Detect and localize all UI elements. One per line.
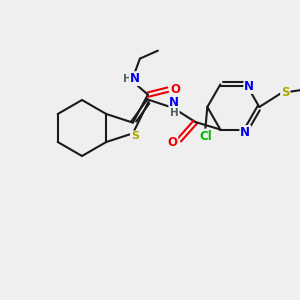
Text: O: O bbox=[167, 136, 177, 148]
Text: N: N bbox=[244, 80, 254, 93]
Text: S: S bbox=[281, 85, 290, 98]
Text: H: H bbox=[122, 74, 131, 84]
Text: H: H bbox=[170, 108, 179, 118]
Text: O: O bbox=[170, 83, 180, 96]
Text: N: N bbox=[240, 126, 250, 139]
Text: Cl: Cl bbox=[199, 130, 212, 142]
Text: S: S bbox=[131, 131, 139, 141]
Text: N: N bbox=[169, 97, 179, 110]
Text: N: N bbox=[130, 72, 140, 85]
